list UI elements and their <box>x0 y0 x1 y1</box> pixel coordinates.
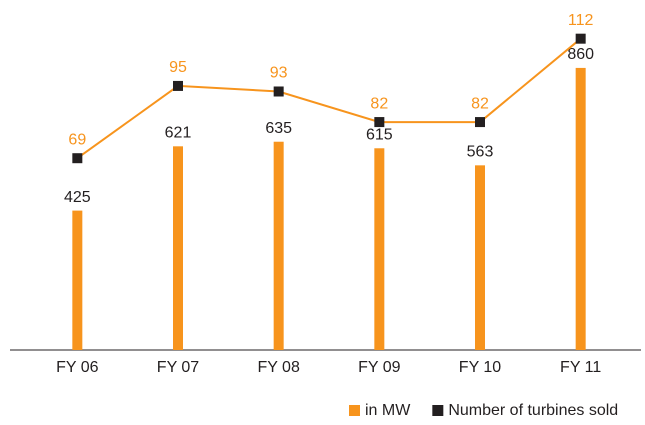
line-value-label: 82 <box>370 95 388 112</box>
bar-value-label: 615 <box>366 126 393 143</box>
legend-swatch <box>349 405 360 416</box>
line-value-label: 95 <box>169 59 187 76</box>
line-marker <box>173 80 183 91</box>
line-marker <box>374 117 385 128</box>
line-marker <box>273 86 284 97</box>
bar <box>575 67 586 351</box>
line-value-label: 69 <box>68 131 86 148</box>
x-tick-label: FY 11 <box>560 359 601 376</box>
line-marker <box>72 153 83 164</box>
bar <box>173 146 183 350</box>
bar-value-label: 860 <box>567 46 594 63</box>
x-tick-label: FY 10 <box>459 359 502 376</box>
x-tick-label: FY 09 <box>358 359 401 376</box>
line <box>76 37 582 160</box>
bar <box>72 210 83 350</box>
bar <box>475 165 485 350</box>
legend-swatch <box>432 405 444 416</box>
bar <box>374 148 385 350</box>
line-value-label: 93 <box>270 65 288 82</box>
line-marker <box>575 33 586 44</box>
line-marker <box>475 117 485 128</box>
line-value-label: 82 <box>471 95 489 112</box>
bar-value-label: 425 <box>64 189 91 206</box>
bar-value-label: 621 <box>165 125 192 142</box>
bar-value-label: 563 <box>467 144 494 161</box>
bar <box>273 141 284 350</box>
legend-label: Number of turbines sold <box>448 402 618 419</box>
x-tick-label: FY 07 <box>157 359 200 376</box>
legend-label: in MW <box>365 402 411 419</box>
bar-value-label: 635 <box>265 120 292 137</box>
x-tick-label: FY 08 <box>257 359 300 376</box>
line-value-label: 112 <box>568 12 594 29</box>
x-tick-label: FY 06 <box>56 359 99 376</box>
